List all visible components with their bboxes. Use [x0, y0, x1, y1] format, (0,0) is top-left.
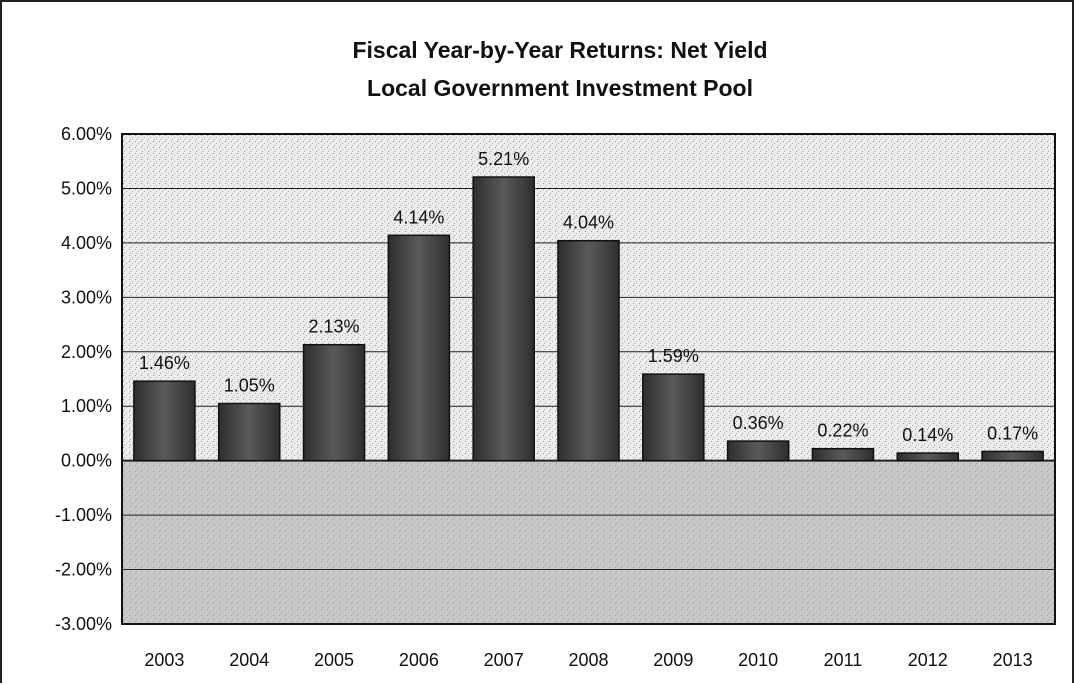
plot-border: [121, 133, 1056, 625]
data-label-2005: 2.13%: [309, 317, 360, 337]
y-tick-label: 6.00%: [61, 124, 112, 144]
data-label-2011: 0.22%: [817, 421, 868, 441]
data-label-2006: 4.14%: [393, 207, 444, 227]
bar-2007: [472, 176, 535, 462]
x-tick-label: 2008: [568, 650, 608, 670]
bar-2004: [217, 402, 281, 462]
bar-2010: [726, 440, 790, 462]
bar-2009: [642, 373, 705, 462]
x-tick-label: 2005: [314, 650, 354, 670]
x-tick-label: 2010: [738, 650, 778, 670]
bar-2011: [811, 447, 875, 462]
bar-2005: [302, 343, 366, 462]
y-tick-label: 1.00%: [61, 396, 112, 416]
y-axis-ticks: 6.00% 5.00% 4.00% 3.00% 2.00% 1.00% 0.00% -1.00…: [55, 124, 112, 634]
data-label-2012: 0.14%: [902, 425, 953, 445]
bar-2012: [896, 452, 960, 462]
x-tick-label: 2009: [653, 650, 693, 670]
data-label-2004: 1.05%: [224, 376, 275, 396]
bar-2003: [133, 380, 196, 462]
x-tick-label: 2006: [399, 650, 439, 670]
y-tick-label: 3.00%: [61, 287, 112, 307]
x-tick-label: 2004: [229, 650, 269, 670]
y-tick-label: -2.00%: [55, 560, 112, 580]
x-tick-label: 2007: [484, 650, 524, 670]
y-tick-label: 2.00%: [61, 342, 112, 362]
data-label-2009: 1.59%: [648, 346, 699, 366]
data-label-2008: 4.04%: [563, 213, 614, 233]
data-label-2003: 1.46%: [139, 353, 190, 373]
bar-2013: [981, 450, 1044, 462]
data-label-2007: 5.21%: [478, 149, 529, 169]
data-label-2010: 0.36%: [733, 413, 784, 433]
x-tick-label: 2011: [824, 650, 863, 670]
x-axis-ticks: 2003 2004 2005 2006 2007 2008 2009 2010 2011 2012…: [144, 650, 1032, 670]
data-label-2013: 0.17%: [987, 423, 1038, 443]
x-tick-label: 2012: [908, 650, 948, 670]
y-tick-label: 5.00%: [61, 178, 112, 198]
chart-title: Fiscal Year-by-Year Returns: Net Yield: [352, 37, 767, 63]
bar-2006: [387, 234, 451, 462]
y-tick-label: -3.00%: [55, 614, 112, 634]
x-tick-label: 2013: [993, 650, 1033, 670]
chart-subtitle: Local Government Investment Pool: [367, 75, 753, 101]
bars: [133, 176, 1044, 462]
x-tick-label: 2003: [144, 650, 184, 670]
y-tick-label: -1.00%: [55, 505, 112, 525]
y-tick-label: 0.00%: [61, 451, 112, 471]
y-tick-label: 4.00%: [61, 233, 112, 253]
data-labels: 1.46% 1.05% 2.13% 4.14% 5.21% 4.04% 1.59% 0.36%…: [139, 149, 1038, 445]
bar-2008: [557, 239, 620, 462]
